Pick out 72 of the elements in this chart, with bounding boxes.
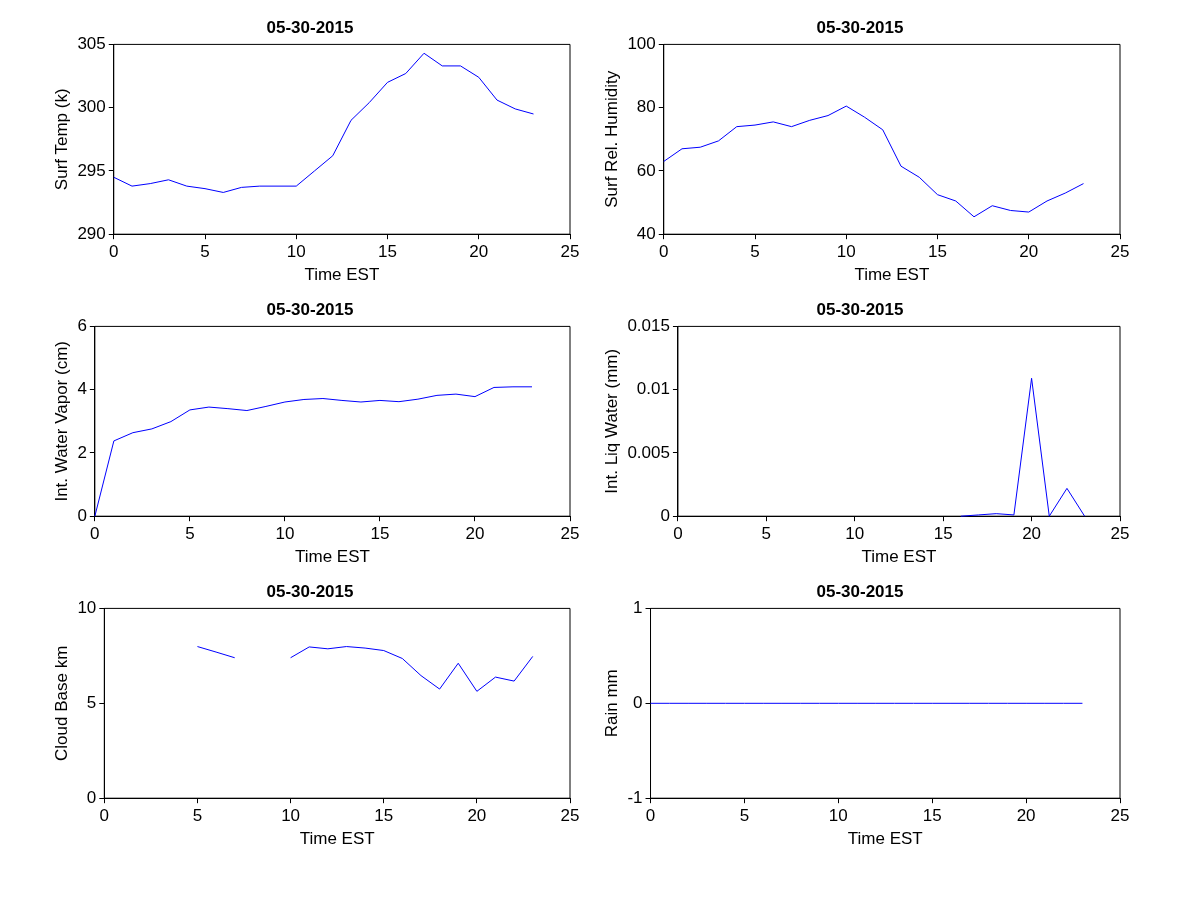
x-tick-label: 5 xyxy=(192,806,203,826)
y-tick-label: 80 xyxy=(636,97,656,117)
x-tick-label: 5 xyxy=(185,524,195,544)
x-tick-label: 25 xyxy=(560,524,580,544)
x-tick-label: 20 xyxy=(1016,806,1036,826)
x-tick-label: 10 xyxy=(828,806,848,826)
x-axis-title: Time EST xyxy=(854,265,930,285)
chart-title: 05-30-2015 xyxy=(266,17,354,37)
x-tick-label: 0 xyxy=(673,524,683,544)
x-axis-title: Time EST xyxy=(304,265,380,285)
x-tick-label: 15 xyxy=(370,524,390,544)
y-tick-label: 4 xyxy=(77,379,87,399)
x-tick-label: 10 xyxy=(281,806,301,826)
x-tick-label: 15 xyxy=(922,806,942,826)
y-tick-label: 295 xyxy=(77,160,106,180)
y-tick-label: 2 xyxy=(77,442,87,462)
y-tick-label: 10 xyxy=(77,598,97,618)
y-axis-title: Cloud Base km xyxy=(51,645,71,761)
x-axis-title: Time EST xyxy=(299,829,375,849)
y-axis-title: Int. Water Vapor (cm) xyxy=(51,341,71,502)
x-tick-label: 10 xyxy=(286,242,306,262)
x-tick-label: 10 xyxy=(275,524,295,544)
x-tick-label: 25 xyxy=(560,242,580,262)
x-tick-label: 10 xyxy=(836,242,856,262)
x-tick-label: 15 xyxy=(374,806,394,826)
y-tick-label: 100 xyxy=(627,34,656,54)
y-tick-label: 0 xyxy=(86,787,97,807)
x-tick-label: 15 xyxy=(378,242,397,262)
x-tick-label: 10 xyxy=(845,524,865,544)
x-tick-label: 20 xyxy=(469,242,489,262)
chart-title: 05-30-2015 xyxy=(816,581,904,601)
y-tick-label: -1 xyxy=(627,787,643,807)
x-tick-label: 5 xyxy=(750,242,760,262)
x-tick-label: 25 xyxy=(1110,524,1130,544)
x-tick-label: 5 xyxy=(761,524,772,544)
y-axis-title: Rain mm xyxy=(601,669,621,738)
y-tick-label: 40 xyxy=(636,223,656,243)
x-axis-title: Time EST xyxy=(847,829,923,849)
y-tick-label: 0 xyxy=(660,505,670,525)
y-tick-label: 0 xyxy=(633,692,643,712)
y-tick-label: 300 xyxy=(77,97,106,117)
x-tick-label: 20 xyxy=(1019,242,1039,262)
chart-title: 05-30-2015 xyxy=(816,299,904,319)
x-tick-label: 15 xyxy=(933,524,953,544)
x-tick-label: 20 xyxy=(467,806,487,826)
y-tick-label: 290 xyxy=(77,223,106,243)
y-tick-label: 0 xyxy=(77,505,87,525)
y-axis-title: Surf Temp (k) xyxy=(51,88,71,191)
x-tick-label: 0 xyxy=(109,242,119,262)
x-tick-label: 25 xyxy=(1110,242,1130,262)
y-axis-title: Surf Rel. Humidity xyxy=(601,70,621,208)
y-tick-label: 0.015 xyxy=(627,316,670,336)
x-axis-title: Time EST xyxy=(861,547,937,567)
y-tick-label: 0.01 xyxy=(636,379,670,399)
chart-title: 05-30-2015 xyxy=(266,581,354,601)
y-tick-label: 6 xyxy=(77,316,87,336)
x-tick-label: 20 xyxy=(1022,524,1042,544)
y-tick-label: 1 xyxy=(633,598,643,618)
y-tick-label: 5 xyxy=(86,692,97,712)
x-axis-title: Time EST xyxy=(294,547,370,567)
y-tick-label: 0.005 xyxy=(627,442,670,462)
x-tick-label: 15 xyxy=(928,242,947,262)
x-tick-label: 25 xyxy=(1110,806,1130,826)
y-tick-label: 60 xyxy=(636,160,656,180)
x-tick-label: 5 xyxy=(739,806,750,826)
x-tick-label: 5 xyxy=(200,242,210,262)
y-tick-label: 305 xyxy=(77,34,106,54)
chart-title: 05-30-2015 xyxy=(266,299,354,319)
y-axis-title: Int. Liq Water (mm) xyxy=(601,348,621,494)
chart-title: 05-30-2015 xyxy=(816,17,904,37)
x-tick-label: 25 xyxy=(560,806,580,826)
x-tick-label: 20 xyxy=(465,524,485,544)
